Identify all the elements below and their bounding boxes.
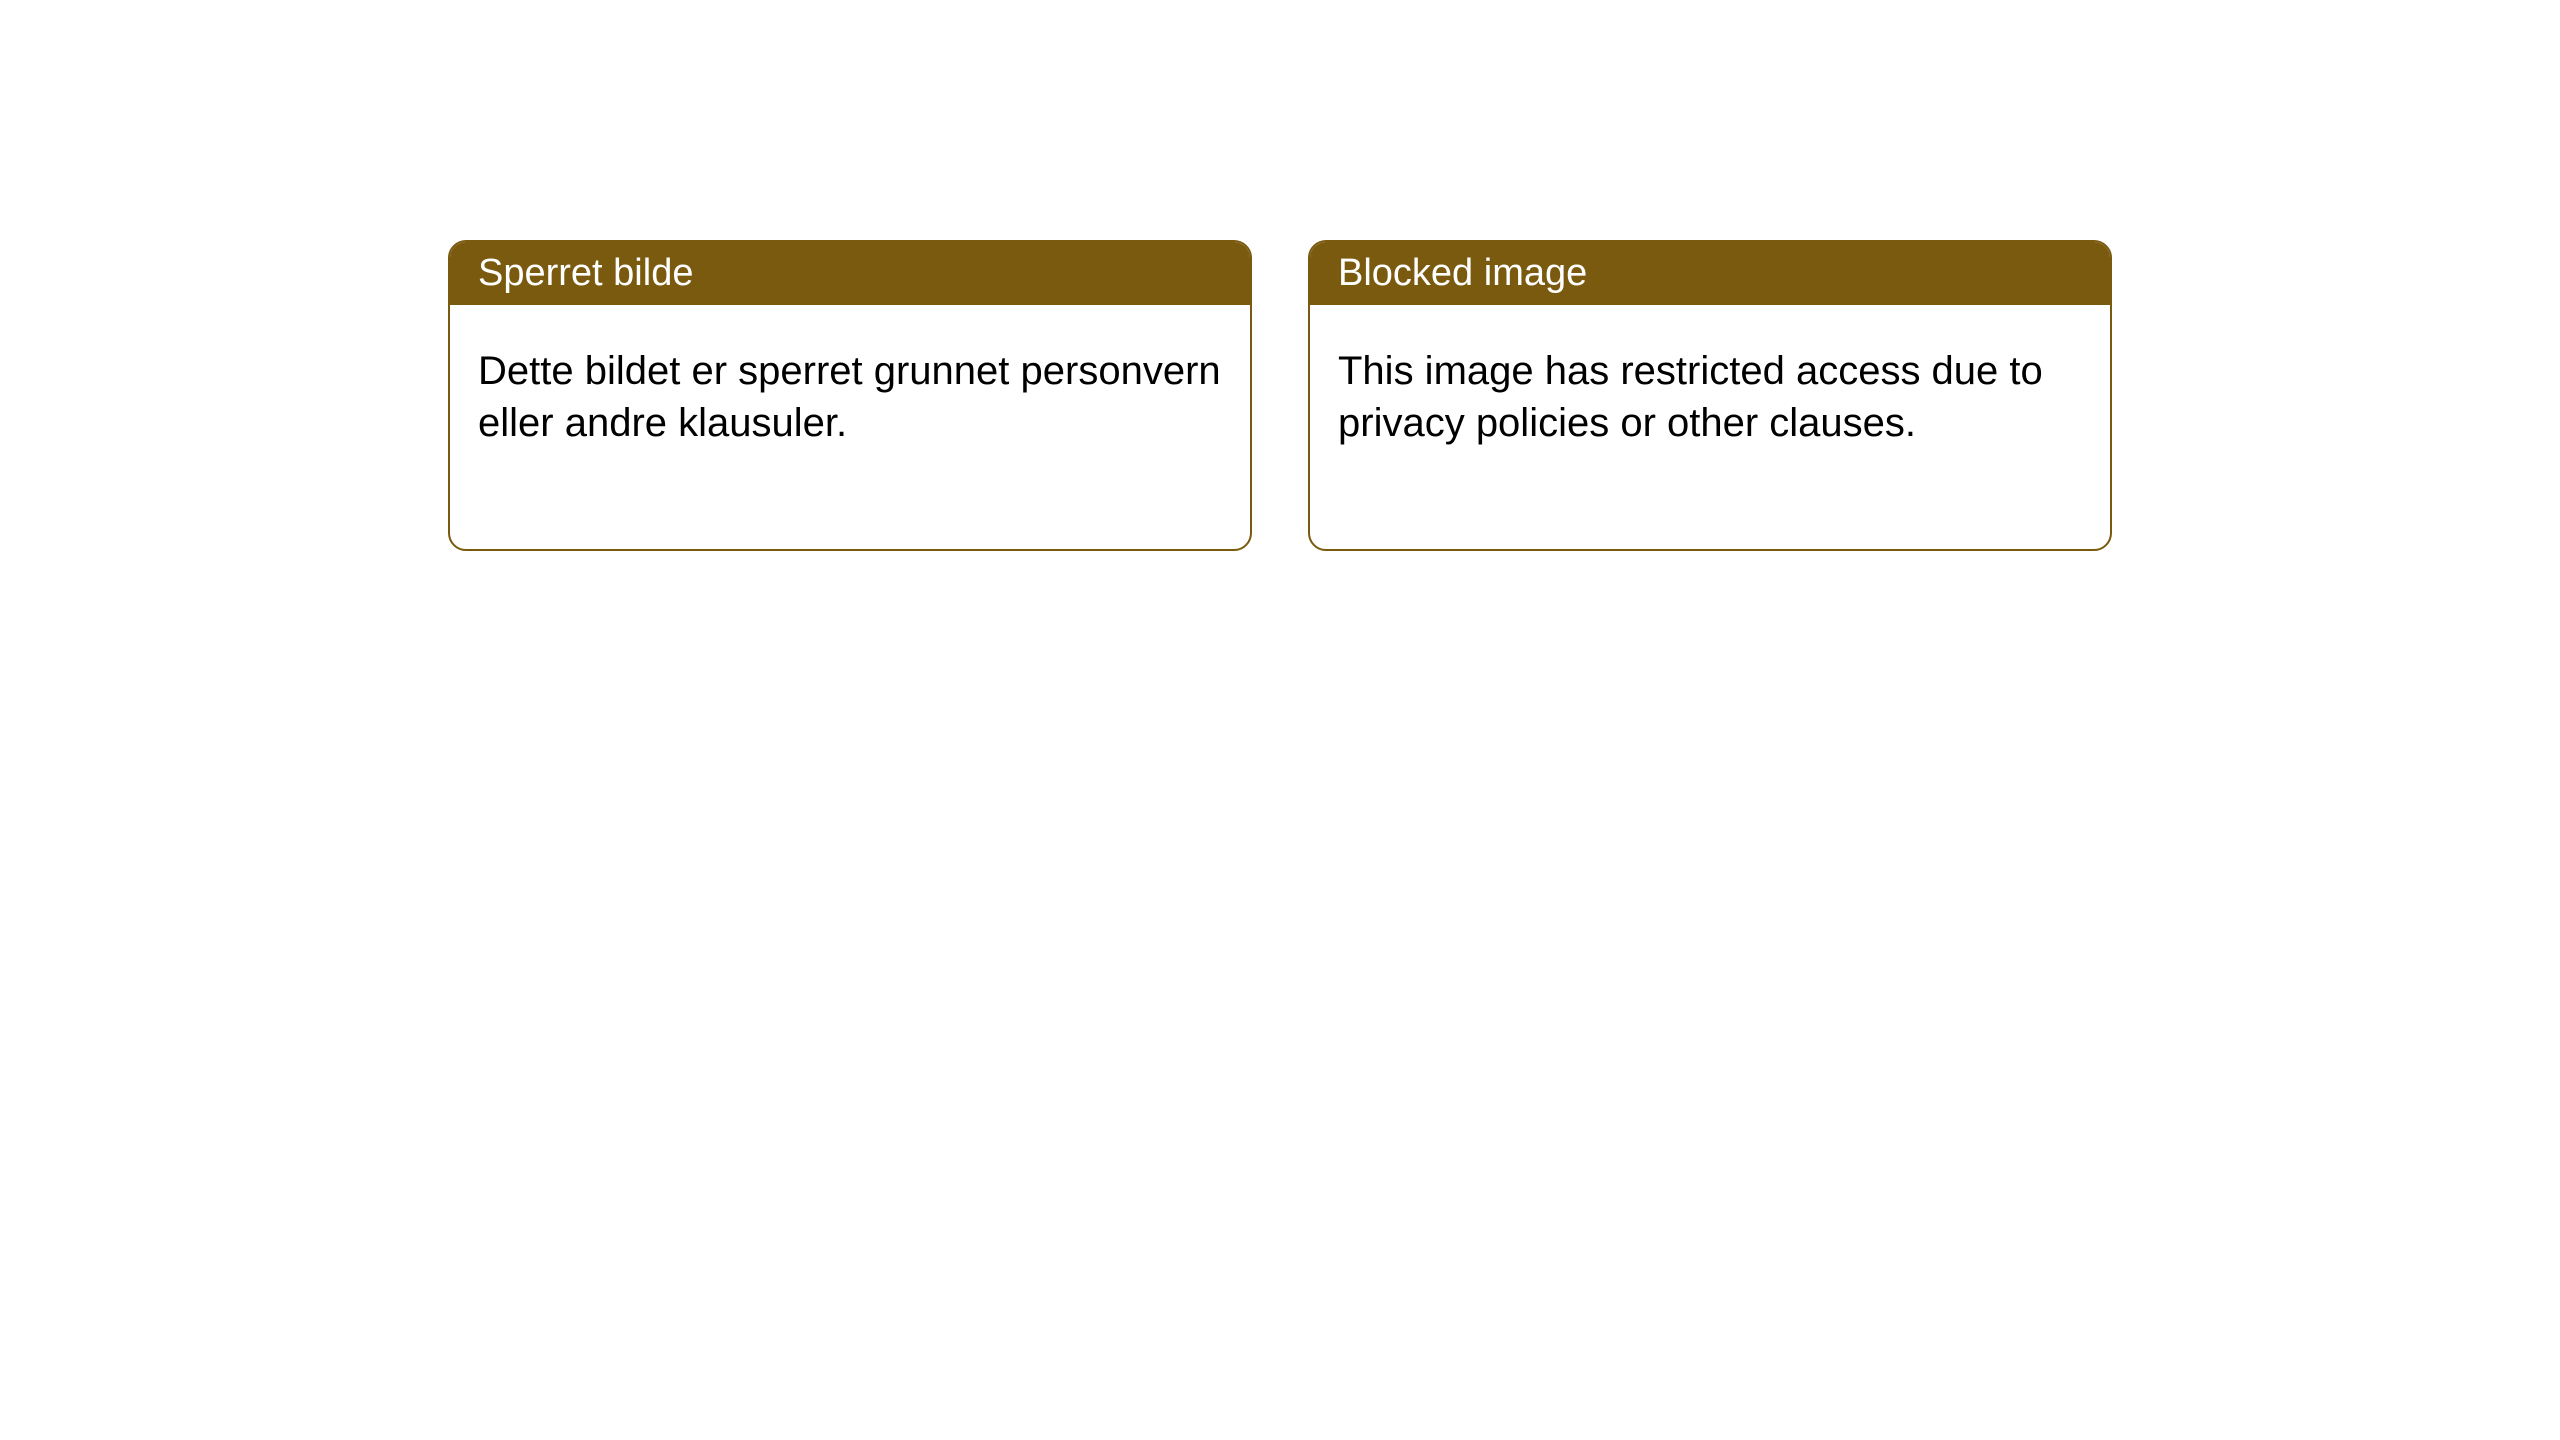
notice-cards-container: Sperret bilde Dette bildet er sperret gr… [0, 0, 2560, 551]
card-header: Sperret bilde [450, 242, 1250, 305]
card-body: This image has restricted access due to … [1310, 305, 2110, 549]
notice-card-english: Blocked image This image has restricted … [1308, 240, 2112, 551]
card-body: Dette bildet er sperret grunnet personve… [450, 305, 1250, 549]
card-header: Blocked image [1310, 242, 2110, 305]
card-body-text: Dette bildet er sperret grunnet personve… [478, 349, 1221, 445]
card-body-text: This image has restricted access due to … [1338, 349, 2043, 445]
card-title: Blocked image [1338, 252, 1587, 294]
notice-card-norwegian: Sperret bilde Dette bildet er sperret gr… [448, 240, 1252, 551]
card-title: Sperret bilde [478, 252, 693, 294]
